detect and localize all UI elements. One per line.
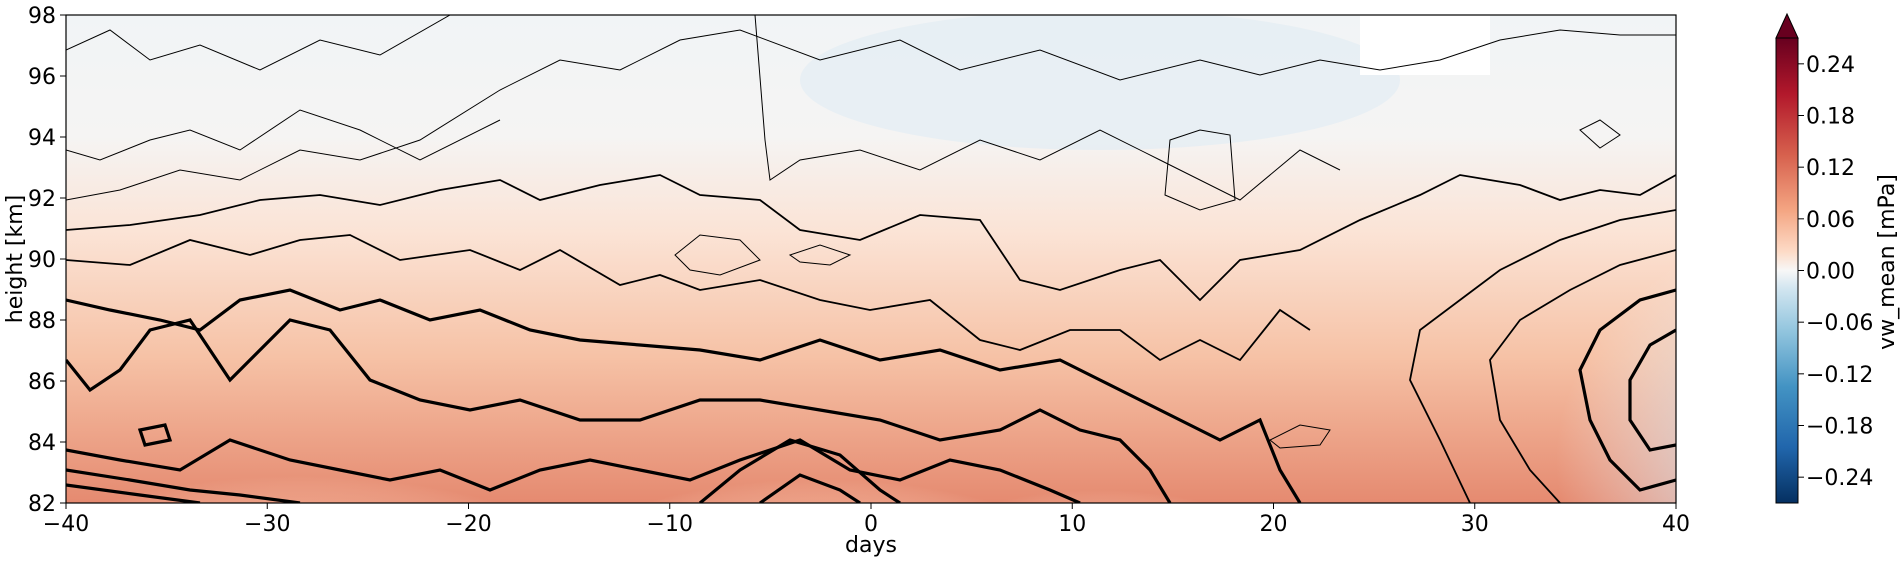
colorbar-tick-label: −0.12 [1806, 363, 1873, 388]
colorbar-tick-label: −0.06 [1806, 311, 1873, 336]
x-tick-label: 10 [1058, 512, 1086, 537]
x-tick-label: −20 [445, 512, 491, 537]
y-tick-label: 82 [28, 492, 56, 517]
colorbar-tick-label: −0.24 [1806, 466, 1873, 491]
missing-data-patch [1360, 15, 1490, 75]
x-axis-ticks: −40 −30 −20 −10 0 10 20 30 40 [43, 503, 1690, 537]
y-axis-ticks: 82 84 86 88 90 92 94 96 98 [28, 4, 66, 517]
x-tick-label: 40 [1662, 512, 1690, 537]
y-tick-label: 96 [28, 65, 56, 90]
colorbar-tick-label: 0.18 [1806, 105, 1855, 130]
colorbar-tick-label: −0.18 [1806, 415, 1873, 440]
y-tick-label: 98 [28, 4, 56, 29]
y-axis-label: height [km] [3, 195, 28, 323]
x-tick-label: 30 [1461, 512, 1489, 537]
x-tick-label: −30 [244, 512, 290, 537]
colorbar-tick-label: 0.06 [1806, 208, 1855, 233]
colorbar-extend-arrow [1776, 14, 1798, 38]
x-axis-label: days [845, 533, 897, 558]
cool-region-upper [800, 10, 1400, 150]
y-tick-label: 90 [28, 248, 56, 273]
colorbar: −0.24 −0.18 −0.12 −0.06 0.00 0.06 0.12 0.18 0.24… [1776, 14, 1900, 503]
colorbar-tick-label: 0.12 [1806, 156, 1855, 181]
y-tick-label: 86 [28, 370, 56, 395]
colorbar-tick-label: 0.00 [1806, 260, 1855, 285]
y-tick-label: 88 [28, 309, 56, 334]
x-tick-label: −10 [647, 512, 693, 537]
colorbar-label: vw_mean [mPa] [1875, 174, 1900, 350]
y-tick-label: 92 [28, 187, 56, 212]
field-layer [0, 10, 1903, 562]
colorbar-ticks: −0.24 −0.18 −0.12 −0.06 0.00 0.06 0.12 0.18 0.24 [1798, 53, 1873, 491]
y-tick-label: 84 [28, 431, 56, 456]
x-tick-label: 20 [1260, 512, 1288, 537]
colorbar-tick-label: 0.24 [1806, 53, 1855, 78]
y-tick-label: 94 [28, 126, 56, 151]
colorbar-strip [1776, 38, 1798, 503]
